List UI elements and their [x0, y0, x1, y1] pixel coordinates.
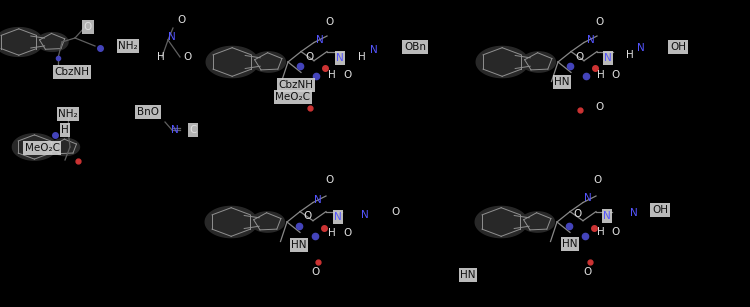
Polygon shape: [476, 46, 528, 78]
Text: O: O: [177, 15, 185, 25]
Text: O: O: [584, 267, 592, 277]
Text: OH: OH: [670, 42, 686, 52]
Polygon shape: [476, 206, 527, 238]
Polygon shape: [251, 212, 284, 232]
Text: N: N: [336, 53, 344, 63]
Text: N: N: [584, 193, 592, 203]
Text: H: H: [597, 227, 604, 237]
Polygon shape: [206, 46, 258, 78]
Text: H: H: [626, 50, 634, 60]
Polygon shape: [0, 28, 43, 56]
Text: N: N: [168, 32, 176, 42]
Text: N: N: [603, 211, 610, 221]
Text: H: H: [597, 70, 604, 80]
Text: C: C: [189, 125, 196, 135]
Polygon shape: [520, 212, 554, 232]
Text: O: O: [594, 175, 602, 185]
Text: HN: HN: [562, 239, 578, 249]
Polygon shape: [522, 52, 556, 72]
Text: O: O: [303, 211, 311, 221]
Text: N: N: [334, 212, 342, 222]
Text: N: N: [171, 125, 178, 135]
Text: O: O: [326, 17, 334, 27]
Text: O: O: [576, 52, 584, 62]
Text: OH: OH: [652, 205, 668, 215]
Polygon shape: [13, 134, 56, 160]
Text: NH₂: NH₂: [118, 41, 138, 51]
Text: H: H: [328, 228, 336, 238]
Text: H: H: [158, 52, 165, 62]
Text: O: O: [595, 102, 603, 112]
Text: O: O: [596, 17, 604, 27]
Text: MeO₂C: MeO₂C: [275, 92, 310, 102]
Text: HN: HN: [460, 270, 476, 280]
Text: O: O: [312, 267, 320, 277]
Text: N: N: [630, 208, 638, 218]
Text: O: O: [326, 175, 334, 185]
Text: N: N: [314, 195, 322, 205]
Text: HN: HN: [554, 77, 570, 87]
Text: O: O: [612, 70, 620, 80]
Text: H: H: [358, 52, 366, 62]
Text: N: N: [637, 43, 645, 53]
Text: O: O: [574, 209, 582, 219]
Text: N: N: [316, 35, 324, 45]
Text: O: O: [183, 52, 191, 62]
Polygon shape: [51, 138, 80, 156]
Text: O: O: [391, 207, 399, 217]
Text: CbzNH: CbzNH: [278, 80, 314, 90]
Text: H: H: [328, 70, 336, 80]
Text: OBn: OBn: [404, 42, 426, 52]
Text: O: O: [344, 70, 352, 80]
Text: O: O: [344, 228, 352, 238]
Text: CbzNH: CbzNH: [55, 67, 89, 77]
Text: H: H: [62, 125, 69, 135]
Text: MeO₂C: MeO₂C: [25, 143, 59, 153]
Polygon shape: [37, 33, 68, 51]
Text: N: N: [604, 53, 612, 63]
Text: BnO: BnO: [137, 107, 159, 117]
Polygon shape: [252, 52, 286, 72]
Text: N: N: [362, 210, 369, 220]
Text: O: O: [612, 227, 620, 237]
Text: N: N: [370, 45, 378, 55]
Polygon shape: [206, 206, 257, 238]
Text: O: O: [306, 52, 314, 62]
Text: NH₂: NH₂: [58, 109, 78, 119]
Text: N: N: [587, 35, 595, 45]
Text: O: O: [84, 22, 92, 32]
Text: HN: HN: [291, 240, 307, 250]
